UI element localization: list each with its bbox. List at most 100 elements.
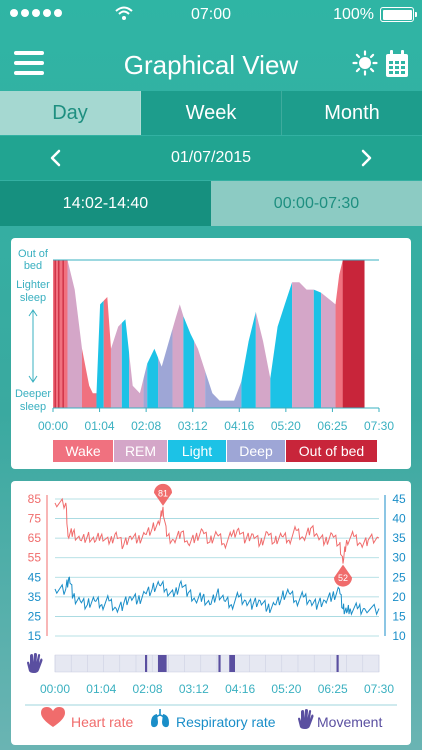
legend-movement: Movement	[317, 714, 382, 730]
legend-label-out-of-bed: Out of bed	[299, 443, 364, 459]
tab-month[interactable]: Month	[324, 102, 380, 124]
vitals-x-tick-label-6: 06:25	[318, 682, 348, 696]
right-tick-15: 15	[392, 609, 406, 623]
vitals-x-tick-label-7: 07:30	[364, 682, 394, 696]
heart-rate-line	[54, 497, 380, 564]
annotation-marker-52	[334, 564, 352, 587]
legend-swatch-rem	[114, 440, 167, 462]
x-tick-label-3: 03:12	[178, 419, 208, 433]
annotation-marker-81	[154, 483, 172, 506]
lungs-icon	[151, 709, 169, 728]
chevron-right-icon[interactable]	[356, 148, 376, 168]
stage-segment-rem	[110, 260, 122, 408]
left-tick-75: 75	[28, 512, 42, 526]
vitals-card: 85 75 65 55 45 35 25 15 45 40 35 30 25 20 15 10 81 52 00:0…	[11, 481, 411, 745]
session-range-2[interactable]: 00:00-07:30	[211, 181, 422, 226]
stage-segment-rem	[67, 260, 82, 408]
current-date: 01/07/2015	[170, 149, 252, 166]
stage-segment-light	[121, 260, 130, 408]
right-tick-20: 20	[392, 590, 406, 604]
stage-segment-light	[270, 260, 293, 408]
right-tick-10: 10	[392, 629, 406, 643]
stage-segment-light	[313, 260, 322, 408]
legend-heart-rate: Heart rate	[71, 714, 133, 730]
stage-areas	[53, 260, 365, 408]
right-tick-40: 40	[392, 512, 406, 526]
y-label-out-of-bed-2: bed	[24, 260, 42, 272]
respiratory-rate-line	[54, 576, 380, 617]
period-tabs: Day Week Month	[0, 91, 422, 135]
right-tick-30: 30	[392, 551, 406, 565]
session-range-1[interactable]: 14:02-14:40	[0, 181, 211, 226]
x-tick-label-5: 05:20	[271, 419, 301, 433]
left-tick-35: 35	[28, 590, 42, 604]
signal-icon	[10, 9, 62, 17]
tab-week[interactable]: Week	[141, 91, 282, 135]
movement-event	[229, 655, 235, 672]
out-of-bed-block	[342, 260, 365, 408]
left-tick-15: 15	[28, 629, 42, 643]
stage-segment-deep	[205, 260, 242, 408]
stage-segment-light	[147, 260, 159, 408]
movement-event	[157, 655, 167, 672]
menu-icon[interactable]	[14, 51, 44, 75]
right-tick-25: 25	[392, 570, 406, 584]
page-title: Graphical View	[123, 50, 299, 80]
vitals-x-tick-label-4: 04:16	[225, 682, 255, 696]
vitals-x-tick-label-2: 02:08	[133, 682, 163, 696]
legend-label-light: Light	[182, 443, 212, 459]
x-tick-label-0: 00:00	[38, 419, 68, 433]
y-label-lighter: Lighter	[16, 279, 50, 291]
stage-segment-rem	[321, 260, 336, 408]
left-tick-85: 85	[28, 492, 42, 506]
date-navigator: 01/07/2015	[0, 136, 422, 180]
left-tick-65: 65	[28, 531, 42, 545]
x-tick-label-7: 07:30	[364, 419, 394, 433]
sleep-stage-card: Out of bed Lighter sleep Deeper sleep 00:00 01:…	[11, 238, 411, 469]
y-label-lighter-2: sleep	[20, 292, 46, 304]
y-label-deeper: Deeper	[15, 388, 51, 400]
chevron-left-icon[interactable]	[46, 148, 66, 168]
legend-label-rem: REM	[125, 443, 156, 459]
stage-segment-rem	[194, 260, 206, 408]
legend-swatch-wake	[53, 440, 113, 462]
y-label-deeper-2: sleep	[20, 401, 46, 413]
vitals-chart: 85 75 65 55 45 35 25 15 45 40 35 30 25 20 15 10 81 52 00:0…	[25, 483, 406, 730]
sun-icon[interactable]	[352, 50, 378, 76]
vitals-x-tick-label-0: 00:00	[40, 682, 70, 696]
x-tick-label-6: 06:25	[317, 419, 347, 433]
vitals-x-tick-label-1: 01:04	[86, 682, 116, 696]
legend-label-deep: Deep	[239, 443, 273, 459]
battery-icon	[380, 7, 417, 22]
annotation-label-81: 81	[158, 488, 168, 498]
legend-label-wake: Wake	[65, 443, 100, 459]
stage-segment-light	[241, 260, 256, 408]
x-tick-label-2: 02:08	[131, 419, 161, 433]
stage-segment-rem	[129, 260, 144, 408]
stage-segment-light	[183, 260, 195, 408]
legend-respiratory-rate: Respiratory rate	[176, 714, 276, 730]
status-bar: 07:00 100%	[0, 0, 422, 28]
stage-segment-wake	[103, 260, 111, 408]
arrow-down-icon	[28, 375, 38, 383]
right-tick-45: 45	[392, 492, 406, 506]
wifi-icon	[115, 6, 133, 20]
vitals-x-tick-label-5: 05:20	[271, 682, 301, 696]
stage-segment-deep	[158, 260, 173, 408]
hand-icon	[298, 709, 314, 729]
y-label-out-of-bed: Out of	[18, 248, 49, 260]
stage-segment-wake	[335, 260, 343, 408]
x-tick-label-1: 01:04	[85, 419, 115, 433]
stage-segment-deep	[143, 260, 148, 408]
annotation-label-52: 52	[338, 573, 348, 583]
movement-event	[145, 655, 148, 672]
x-tick-label-4: 04:16	[224, 419, 254, 433]
nav-bar: Graphical View	[0, 30, 422, 90]
movement-event	[336, 655, 339, 672]
left-tick-25: 25	[28, 609, 42, 623]
status-time: 07:00	[190, 6, 232, 23]
stage-segment-rem	[255, 260, 271, 408]
calendar-icon[interactable]	[385, 50, 409, 78]
tab-day[interactable]: Day	[0, 91, 141, 135]
